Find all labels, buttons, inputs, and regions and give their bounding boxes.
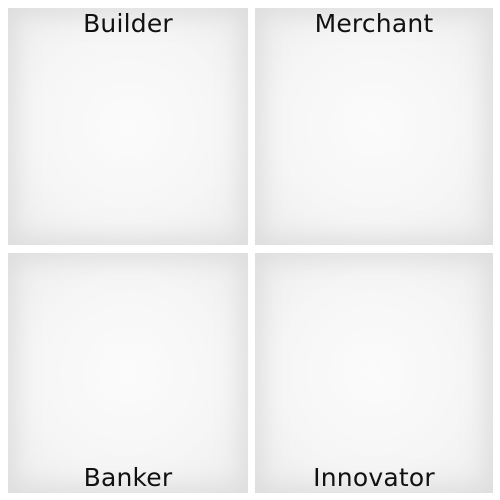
quadrant-label-builder: Builder	[83, 9, 173, 38]
quadrant-label-merchant: Merchant	[314, 9, 434, 38]
quadrant-innovator: Innovator	[255, 253, 493, 493]
quadrant-label-banker: Banker	[83, 463, 173, 492]
quadrant-banker: Banker	[8, 253, 248, 493]
quadrant-builder: Builder	[8, 8, 248, 245]
quadrant-merchant: Merchant	[255, 8, 493, 245]
quadrant-label-innovator: Innovator	[313, 463, 435, 492]
